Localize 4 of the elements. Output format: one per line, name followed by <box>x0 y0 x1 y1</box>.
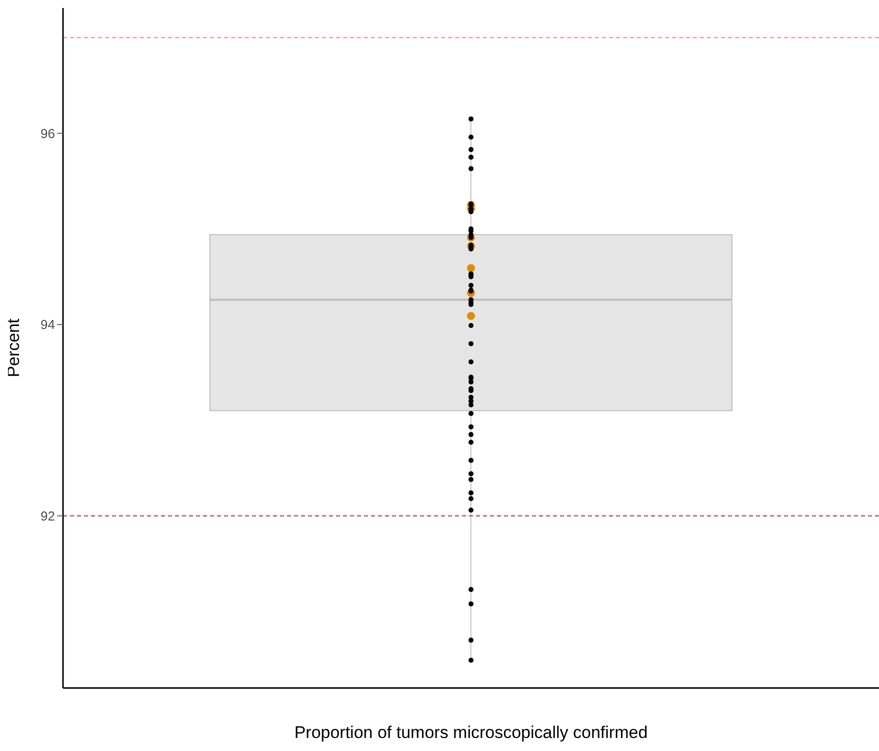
y-tick-label: 94 <box>40 317 55 332</box>
y-tick-label: 96 <box>40 126 55 141</box>
y-tick-label: 92 <box>40 508 55 524</box>
x-axis-title: Proportion of tumors microscopically confirmed <box>294 723 648 742</box>
